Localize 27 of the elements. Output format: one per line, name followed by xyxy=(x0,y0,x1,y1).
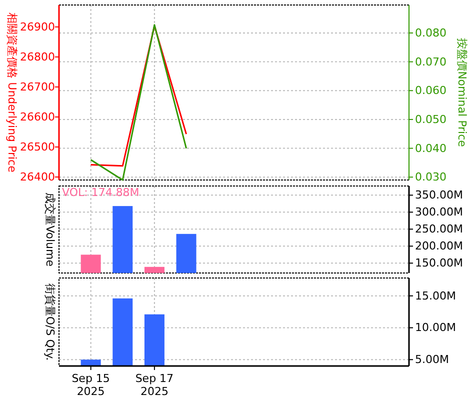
y-tick-label: 300.00M xyxy=(415,206,463,219)
y-tick-label: 10.00M xyxy=(415,321,456,334)
y-axis-title: 相關資產價格 Underlying Price xyxy=(6,12,18,173)
y2-tick-label: 0.080 xyxy=(415,26,446,40)
y-tick-label: 200.00M xyxy=(415,240,463,253)
y-tick-label: 26800 xyxy=(20,50,55,64)
y2-axis-title: 按盤價Nominal Price xyxy=(456,38,468,148)
annotation: VOL: 174.88M xyxy=(62,186,140,199)
y2-tick-label: 0.070 xyxy=(415,55,446,68)
y-tick-label: 26400 xyxy=(20,170,55,184)
y2-tick-label: 0.050 xyxy=(415,112,446,126)
y2-tick-label: 0.060 xyxy=(415,84,446,98)
y-tick-label: 26500 xyxy=(20,140,55,154)
y2-tick-label: 0.040 xyxy=(415,142,446,155)
y-tick-label: 26900 xyxy=(20,20,55,34)
x-tick-label: Sep 15 2025 xyxy=(72,372,110,398)
y-axis-title: 街貨量O/S Qty. xyxy=(44,283,56,361)
y-tick-label: 26700 xyxy=(20,80,55,94)
y-tick-label: 350.00M xyxy=(415,188,463,202)
x-tick-label: Sep 17 2025 xyxy=(135,372,174,398)
y-tick-label: 150.00M xyxy=(415,256,463,270)
y2-tick-label: 0.030 xyxy=(415,170,446,184)
y-tick-label: 15.00M xyxy=(415,289,456,302)
y-tick-label: 26600 xyxy=(20,110,55,124)
y-tick-label: 250.00M xyxy=(415,222,463,236)
y-tick-label: 5.00M xyxy=(415,353,449,366)
y-axis-title: 成交量Volume xyxy=(44,192,56,267)
